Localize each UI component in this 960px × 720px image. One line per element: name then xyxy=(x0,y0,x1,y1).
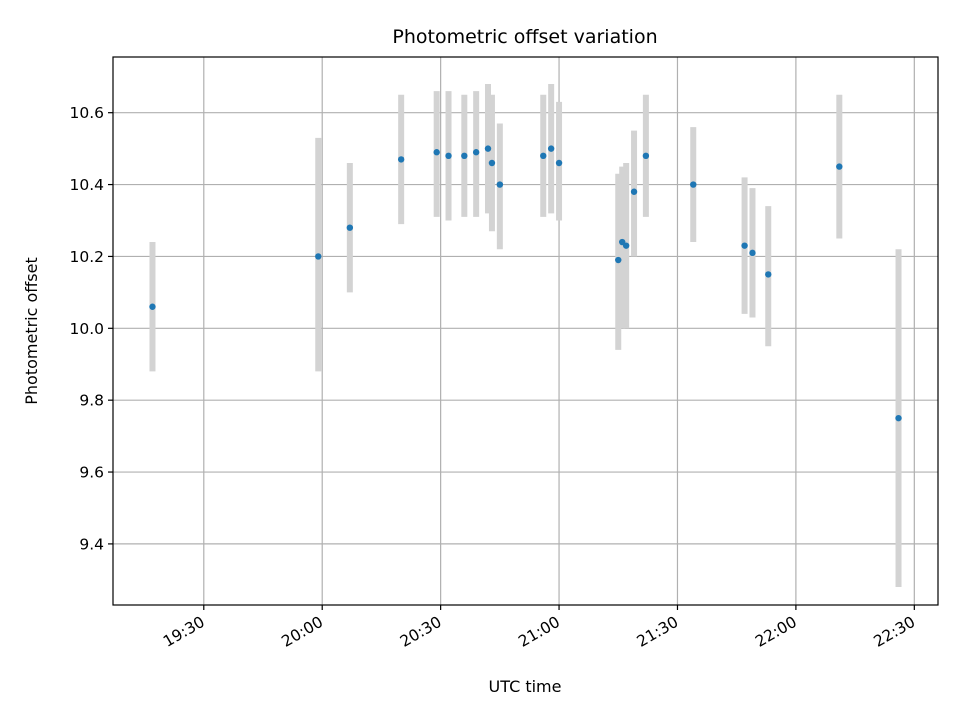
data-point xyxy=(615,256,622,264)
data-point xyxy=(433,149,440,156)
x-tick-label: 20:30 xyxy=(397,613,445,651)
x-tick-label: 22:30 xyxy=(871,613,919,651)
y-tick-label: 10.2 xyxy=(69,248,104,266)
y-axis-ticks: 9.4 9.6 9.8 10.0 10.2 10.4 10.6 xyxy=(69,104,113,553)
y-tick-label: 10.6 xyxy=(69,104,104,122)
data-point xyxy=(461,152,468,160)
data-point xyxy=(484,145,492,152)
y-tick-label: 9.6 xyxy=(79,464,104,482)
data-point xyxy=(555,159,563,167)
grid xyxy=(113,57,938,605)
data-point xyxy=(397,156,405,163)
data-point xyxy=(630,188,638,195)
data-point xyxy=(315,253,322,260)
data-point xyxy=(496,181,504,188)
chart-title: Photometric offset variation xyxy=(392,26,657,48)
y-tick-label: 9.8 xyxy=(79,392,104,410)
data-point xyxy=(741,242,748,249)
y-tick-label: 9.4 xyxy=(79,535,104,553)
x-tick-label: 21:30 xyxy=(634,613,682,651)
data-point xyxy=(690,181,697,188)
x-axis-label: UTC time xyxy=(489,677,562,696)
data-point xyxy=(895,414,902,422)
y-axis-label: Photometric offset xyxy=(22,257,41,405)
x-tick-label: 21:00 xyxy=(515,613,563,651)
data-point xyxy=(547,145,555,152)
data-point xyxy=(642,152,650,160)
data-point xyxy=(346,224,354,231)
x-tick-label: 20:00 xyxy=(279,613,327,651)
data-point xyxy=(622,242,630,249)
data-point xyxy=(149,303,156,310)
x-axis-ticks: 19:30 20:00 20:30 21:00 21:30 22:00 22:30 xyxy=(160,605,918,651)
data-point xyxy=(445,152,452,160)
data-point xyxy=(836,163,843,170)
data-points xyxy=(149,145,902,422)
data-point xyxy=(488,159,496,167)
x-tick-label: 19:30 xyxy=(160,613,208,651)
y-tick-label: 10.4 xyxy=(69,176,104,194)
data-point xyxy=(472,149,480,156)
y-tick-label: 10.0 xyxy=(69,320,104,338)
x-tick-label: 22:00 xyxy=(752,613,800,651)
error-bars xyxy=(149,83,902,588)
data-point xyxy=(540,152,547,160)
plot-frame xyxy=(112,56,939,606)
data-point xyxy=(749,249,756,257)
data-point xyxy=(765,271,772,278)
